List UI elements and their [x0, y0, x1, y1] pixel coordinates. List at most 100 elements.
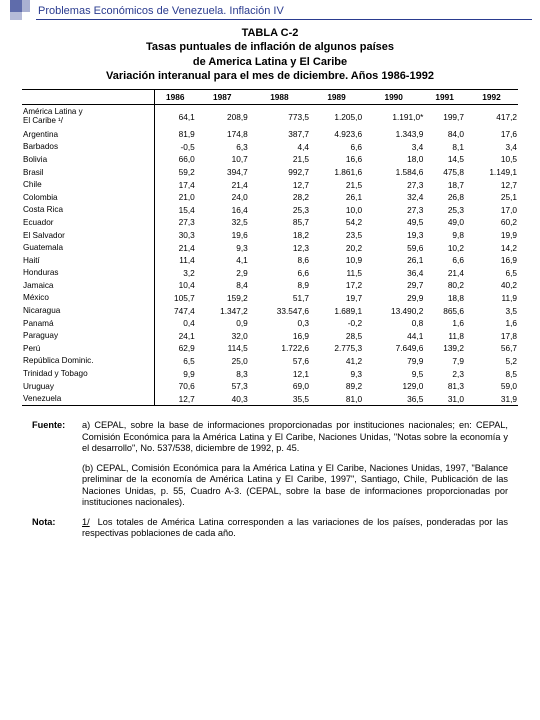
cell-value: 19,7 [310, 292, 363, 305]
cell-value: 417,2 [465, 105, 518, 128]
cell-value: 32,0 [196, 329, 249, 342]
cell-value: 2,9 [196, 267, 249, 280]
nota-label: Nota: [32, 517, 82, 540]
cell-value: 51,7 [249, 292, 310, 305]
cell-value: 80,2 [424, 279, 465, 292]
cell-value: 747,4 [154, 304, 196, 317]
cell-value: 0,3 [249, 317, 310, 330]
cell-value: 16,9 [465, 254, 518, 267]
header-underline [36, 19, 532, 20]
cell-value: 10,4 [154, 279, 196, 292]
cell-value: 199,7 [424, 105, 465, 128]
cell-value: 26,8 [424, 191, 465, 204]
cell-value: 18,0 [363, 153, 424, 166]
table-row: República Dominic.6,525,057,641,279,97,9… [22, 355, 518, 368]
table-row: Barbados-0,56,34,46,63,48,13,4 [22, 141, 518, 154]
cell-value: 16,4 [196, 204, 249, 217]
cell-value: 3,2 [154, 267, 196, 280]
table-row: Jamaica10,48,48,917,229,780,240,2 [22, 279, 518, 292]
year-header: 1986 [154, 90, 196, 105]
cell-value: 79,9 [363, 355, 424, 368]
table-row: América Latina yEl Caribe ¹/64,1208,9773… [22, 105, 518, 128]
cell-value: 35,5 [249, 392, 310, 405]
cell-value: -0,2 [310, 317, 363, 330]
cell-value: 6,5 [465, 267, 518, 280]
cell-value: 139,2 [424, 342, 465, 355]
cell-value: 865,6 [424, 304, 465, 317]
title-line: Tasas puntuales de inflación de algunos … [10, 40, 530, 54]
cell-value: 18,2 [249, 229, 310, 242]
cell-value: 15,4 [154, 204, 196, 217]
cell-value: 57,3 [196, 380, 249, 393]
row-label: Chile [22, 178, 154, 191]
row-label: Trinidad y Tobago [22, 367, 154, 380]
cell-value: 29,9 [363, 292, 424, 305]
cell-value: 21,4 [196, 178, 249, 191]
cell-value: 3,5 [465, 304, 518, 317]
cell-value: 2,3 [424, 367, 465, 380]
row-label: Argentina [22, 128, 154, 141]
cell-value: 21,4 [154, 241, 196, 254]
row-label: Brasil [22, 166, 154, 179]
cell-value: 89,2 [310, 380, 363, 393]
row-label: Haití [22, 254, 154, 267]
row-label: Uruguay [22, 380, 154, 393]
cell-value: 70,6 [154, 380, 196, 393]
cell-value: 11,5 [310, 267, 363, 280]
cell-value: 4,1 [196, 254, 249, 267]
cell-value: 40,2 [465, 279, 518, 292]
cell-value: 21,4 [424, 267, 465, 280]
table-row: Nicaragua747,41.347,233.547,61.689,113.4… [22, 304, 518, 317]
cell-value: 54,2 [310, 216, 363, 229]
cell-value: 36,5 [363, 392, 424, 405]
cell-value: 66,0 [154, 153, 196, 166]
cell-value: 19,6 [196, 229, 249, 242]
cell-value: 9,8 [424, 229, 465, 242]
cell-value: 8,9 [249, 279, 310, 292]
cell-value: 25,3 [249, 204, 310, 217]
cell-value: 7,9 [424, 355, 465, 368]
table-row: México105,7159,251,719,729,918,811,9 [22, 292, 518, 305]
cell-value: 28,5 [310, 329, 363, 342]
row-label: América Latina yEl Caribe ¹/ [22, 105, 154, 128]
cell-value: 1.347,2 [196, 304, 249, 317]
row-label: Costa Rica [22, 204, 154, 217]
cell-value: 13.490,2 [363, 304, 424, 317]
cell-value: 3,4 [465, 141, 518, 154]
table-row: Costa Rica15,416,425,310,027,325,317,0 [22, 204, 518, 217]
nota-mark: 1/ [82, 517, 90, 527]
cell-value: 17,6 [465, 128, 518, 141]
cell-value: 10,7 [196, 153, 249, 166]
corner-decoration [22, 0, 30, 12]
cell-value: 26,1 [310, 191, 363, 204]
cell-value: 33.547,6 [249, 304, 310, 317]
table-row: Trinidad y Tobago9,98,312,19,39,52,38,5 [22, 367, 518, 380]
year-header: 1989 [310, 90, 363, 105]
row-label: República Dominic. [22, 355, 154, 368]
cell-value: 12,7 [249, 178, 310, 191]
table-row: Panamá0,40,90,3-0,20,81,61,6 [22, 317, 518, 330]
cell-value: 12,3 [249, 241, 310, 254]
cell-value: 23,5 [310, 229, 363, 242]
cell-value: 12,7 [154, 392, 196, 405]
table-row: Brasil59,2394,7992,71.861,61.584,6475,81… [22, 166, 518, 179]
table-row: Honduras3,22,96,611,536,421,46,5 [22, 267, 518, 280]
table-row: Guatemala21,49,312,320,259,610,214,2 [22, 241, 518, 254]
cell-value: 17,0 [465, 204, 518, 217]
title-block: TABLA C-2 Tasas puntuales de inflación d… [10, 26, 530, 83]
cell-value: 4,4 [249, 141, 310, 154]
row-label: Bolivia [22, 153, 154, 166]
cell-value: 81,3 [424, 380, 465, 393]
cell-value: 7.649,6 [363, 342, 424, 355]
cell-value: 81,0 [310, 392, 363, 405]
cell-value: 59,2 [154, 166, 196, 179]
cell-value: 57,6 [249, 355, 310, 368]
cell-value: 8,4 [196, 279, 249, 292]
cell-value: 85,7 [249, 216, 310, 229]
row-label: México [22, 292, 154, 305]
cell-value: 16,9 [249, 329, 310, 342]
cell-value: 1.584,6 [363, 166, 424, 179]
cell-value: 25,0 [196, 355, 249, 368]
cell-value: 11,8 [424, 329, 465, 342]
cell-value: 475,8 [424, 166, 465, 179]
